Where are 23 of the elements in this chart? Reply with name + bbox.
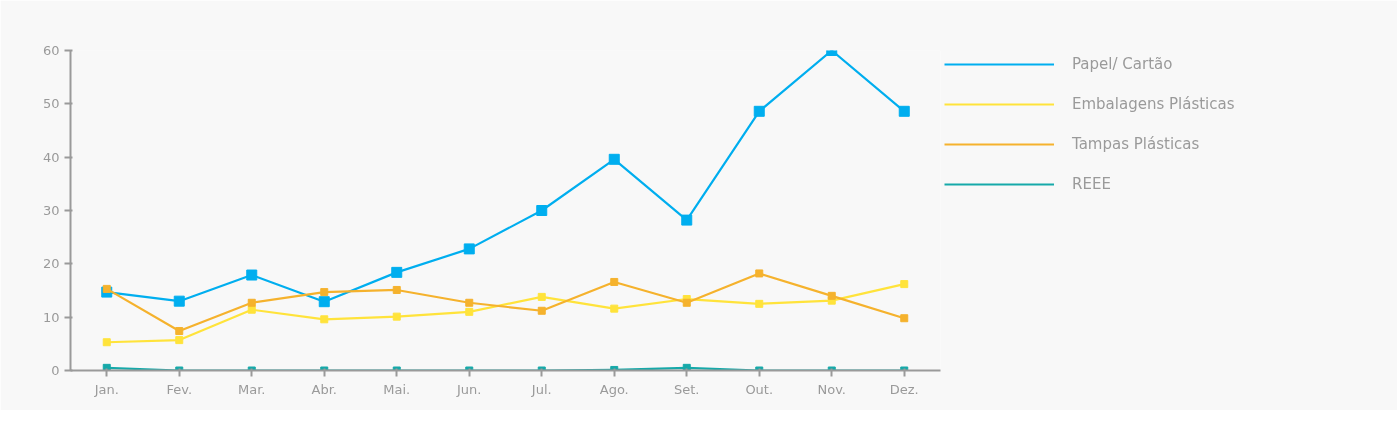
y-tick-label: 40: [42, 149, 60, 165]
x-tick-label: Mai.: [383, 381, 411, 397]
x-tick-label: Out.: [745, 381, 774, 397]
y-tick-label: 50: [42, 96, 60, 112]
y-tick-label: 20: [42, 256, 60, 272]
text: Embalagens Plásticas: [1072, 95, 1235, 113]
x-tick-label: Jun.: [456, 381, 482, 397]
y-tick-label: 30: [42, 203, 60, 218]
x-tick-label: Mar.: [238, 381, 266, 397]
x-tick-label: Nov.: [817, 381, 846, 397]
x-tick-label: Jul.: [530, 381, 552, 397]
x-tick-label: Ago.: [599, 381, 629, 397]
y-tick-label: 0: [51, 363, 60, 378]
y-tick-label: 60: [42, 43, 60, 58]
x-tick-label: Set.: [674, 381, 700, 397]
x-tick-label: Abr.: [311, 381, 337, 397]
y-tick-label: 10: [42, 309, 60, 325]
text: REEE: [1072, 175, 1111, 193]
text: Papel/ Cartão: [1072, 55, 1173, 73]
x-tick-label: Dez.: [889, 381, 919, 397]
x-tick-label: Fev.: [166, 381, 193, 397]
x-tick-label: Jan.: [93, 381, 119, 397]
text: Tampas Plásticas: [1072, 135, 1200, 153]
